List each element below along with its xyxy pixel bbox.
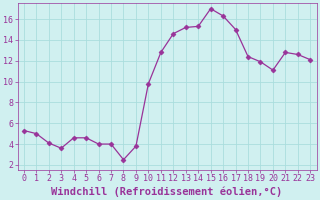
X-axis label: Windchill (Refroidissement éolien,°C): Windchill (Refroidissement éolien,°C) bbox=[52, 186, 283, 197]
